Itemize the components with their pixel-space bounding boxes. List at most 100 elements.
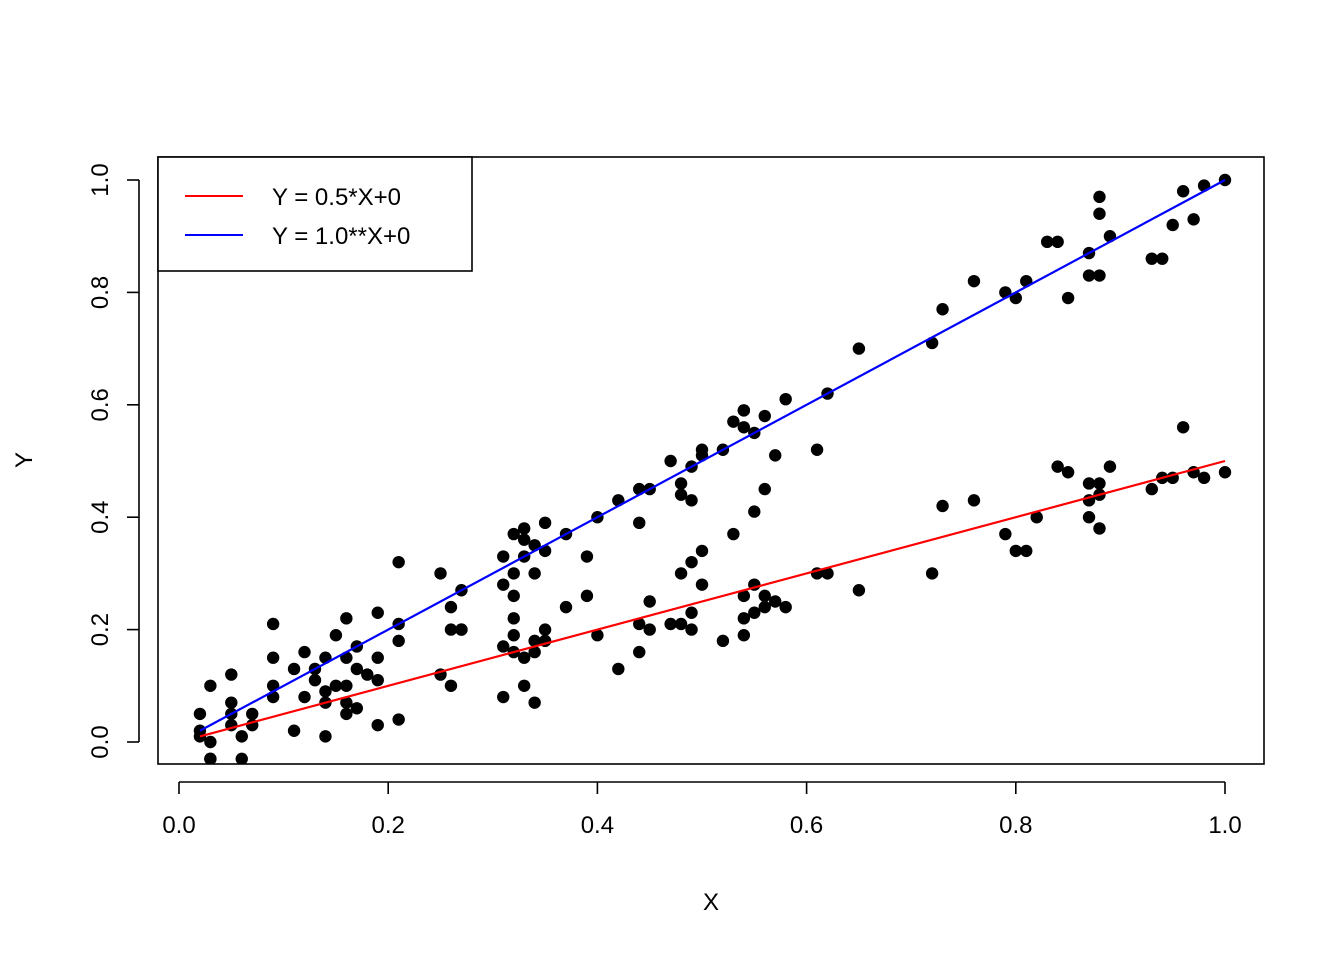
data-point	[434, 567, 447, 580]
data-point	[1166, 218, 1179, 232]
data-point	[936, 499, 949, 513]
data-point	[497, 640, 510, 653]
data-point	[758, 600, 771, 614]
data-point	[591, 629, 604, 642]
data-point	[1061, 291, 1075, 305]
legend-label-blue: Y = 1.0**X+0	[272, 223, 410, 250]
data-point	[287, 662, 301, 676]
y-tick-label: 1.0	[87, 163, 114, 196]
data-point	[580, 589, 594, 603]
x-tick-label: 0.0	[162, 812, 195, 839]
data-point	[350, 702, 364, 715]
data-point	[235, 752, 248, 764]
data-point	[674, 488, 688, 501]
data-point	[329, 629, 343, 642]
data-point	[507, 567, 520, 580]
data-point	[664, 454, 677, 468]
data-point	[528, 696, 541, 709]
data-point	[287, 724, 301, 737]
data-point	[204, 752, 217, 764]
data-point	[852, 584, 866, 597]
data-point	[674, 617, 688, 631]
data-point	[204, 735, 217, 749]
y-tick-label: 0.4	[87, 501, 114, 534]
data-point	[319, 685, 332, 698]
data-point	[633, 516, 646, 530]
data-point	[1197, 471, 1211, 485]
data-point	[643, 595, 656, 608]
x-tick-label: 0.8	[999, 812, 1032, 839]
y-axis: 0.0 0.2 0.4 0.6 0.8 1.0	[87, 163, 140, 759]
data-point	[371, 673, 384, 687]
data-point	[517, 651, 531, 664]
data-point	[925, 567, 939, 580]
data-point	[497, 578, 510, 591]
data-point	[1145, 482, 1158, 496]
legend-label-red: Y = 0.5*X+0	[272, 184, 401, 211]
data-point	[559, 600, 573, 614]
data-point	[225, 668, 238, 681]
data-point	[737, 421, 751, 434]
y-tick-label: 0.0	[87, 725, 114, 758]
data-point	[1030, 511, 1043, 524]
data-point	[685, 555, 698, 569]
data-point	[1093, 522, 1106, 535]
x-tick-label: 1.0	[1208, 812, 1241, 839]
data-point	[1093, 190, 1106, 204]
data-point	[392, 634, 405, 648]
data-point	[517, 522, 531, 535]
data-point	[361, 668, 374, 681]
data-point	[308, 673, 322, 687]
data-point	[612, 662, 625, 676]
y-axis-title: Y	[11, 452, 38, 468]
data-point	[1051, 235, 1064, 249]
data-point	[1082, 269, 1096, 282]
fit-line-red	[199, 459, 1226, 738]
x-tick-label: 0.2	[372, 812, 405, 839]
data-point	[444, 600, 458, 614]
data-point	[298, 690, 311, 704]
data-point	[967, 274, 981, 288]
data-point	[235, 730, 248, 743]
data-point	[392, 555, 405, 569]
data-point	[758, 482, 771, 496]
data-point	[967, 494, 981, 507]
fit-lines	[199, 179, 1226, 738]
data-point	[340, 696, 353, 709]
data-point	[748, 505, 761, 518]
data-point	[1187, 213, 1200, 226]
data-point	[507, 589, 520, 603]
x-tick-label: 0.6	[790, 812, 823, 839]
data-point	[779, 392, 792, 406]
data-point	[1061, 466, 1075, 479]
data-point	[538, 516, 552, 530]
data-point	[1051, 460, 1064, 473]
data-point	[340, 707, 353, 721]
data-point	[266, 617, 280, 631]
data-point	[685, 606, 698, 619]
plot-area-frame	[157, 156, 1265, 765]
data-point	[695, 578, 709, 591]
data-point	[1009, 544, 1022, 558]
data-point	[497, 690, 510, 704]
data-point	[674, 567, 688, 580]
x-tick-label: 0.4	[581, 812, 614, 839]
data-point	[769, 449, 782, 462]
data-point	[737, 612, 751, 625]
data-point	[643, 623, 656, 636]
data-point	[999, 527, 1012, 541]
data-point	[716, 634, 730, 648]
data-point	[1145, 252, 1158, 265]
data-point	[664, 617, 677, 631]
data-point	[633, 617, 646, 631]
data-point	[758, 589, 771, 603]
data-point	[737, 589, 751, 603]
data-point	[193, 707, 207, 721]
data-point	[674, 477, 688, 490]
data-point	[727, 527, 740, 541]
data-point	[392, 713, 405, 726]
data-point	[685, 494, 698, 507]
data-point	[633, 645, 646, 659]
y-tick-label: 0.6	[87, 388, 114, 421]
data-point	[1082, 477, 1096, 490]
